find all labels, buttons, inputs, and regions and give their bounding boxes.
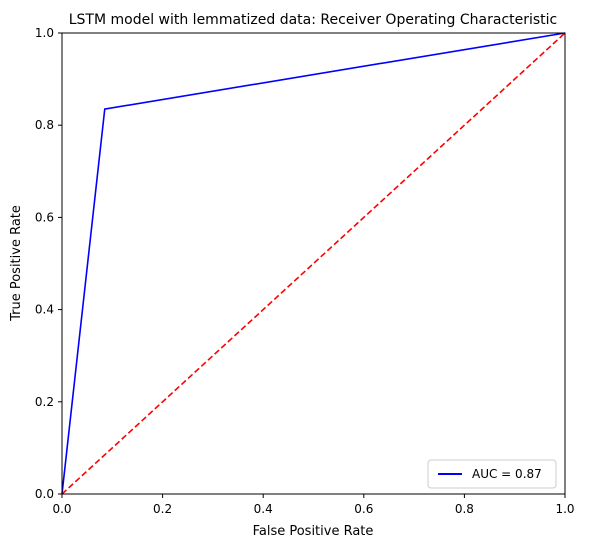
- x-tick-label: 0.8: [455, 502, 474, 516]
- series-line-roc: [61, 32, 566, 495]
- chart-title: LSTM model with lemmatized data: Receive…: [69, 12, 558, 28]
- x-axis-label: False Positive Rate: [253, 524, 374, 539]
- y-tick-label: 0.2: [35, 395, 54, 409]
- x-tick-label: 1.0: [555, 502, 574, 516]
- x-tick-label: 0.6: [354, 502, 373, 516]
- legend-box: [427, 459, 557, 489]
- series-layer: [61, 32, 566, 495]
- plot-border: [61, 32, 566, 495]
- y-tick-label: 0.8: [35, 118, 54, 132]
- legend-label: AUC = 0.87: [472, 467, 542, 481]
- y-tick-label: 0.4: [35, 303, 54, 317]
- y-axis: 0.0 0.2 0.4 0.6 0.8 1.0: [35, 26, 62, 501]
- series-line-random-baseline: [61, 32, 566, 495]
- x-tick-label: 0.2: [153, 502, 172, 516]
- plot-area: 0.0 0.2 0.4 0.6 0.8 1.0 0.0 0.2 0.4 0.6 0.8 1.0: [35, 26, 575, 516]
- x-tick-label: 0.4: [254, 502, 273, 516]
- y-tick-label: 0.6: [35, 210, 54, 224]
- y-tick-label: 1.0: [35, 26, 54, 40]
- legend: AUC = 0.87: [427, 459, 557, 489]
- x-axis: 0.0 0.2 0.4 0.6 0.8 1.0: [52, 494, 575, 516]
- y-axis-label: True Positive Rate: [9, 205, 24, 322]
- y-tick-label: 0.0: [35, 487, 54, 501]
- x-tick-label: 0.0: [52, 502, 71, 516]
